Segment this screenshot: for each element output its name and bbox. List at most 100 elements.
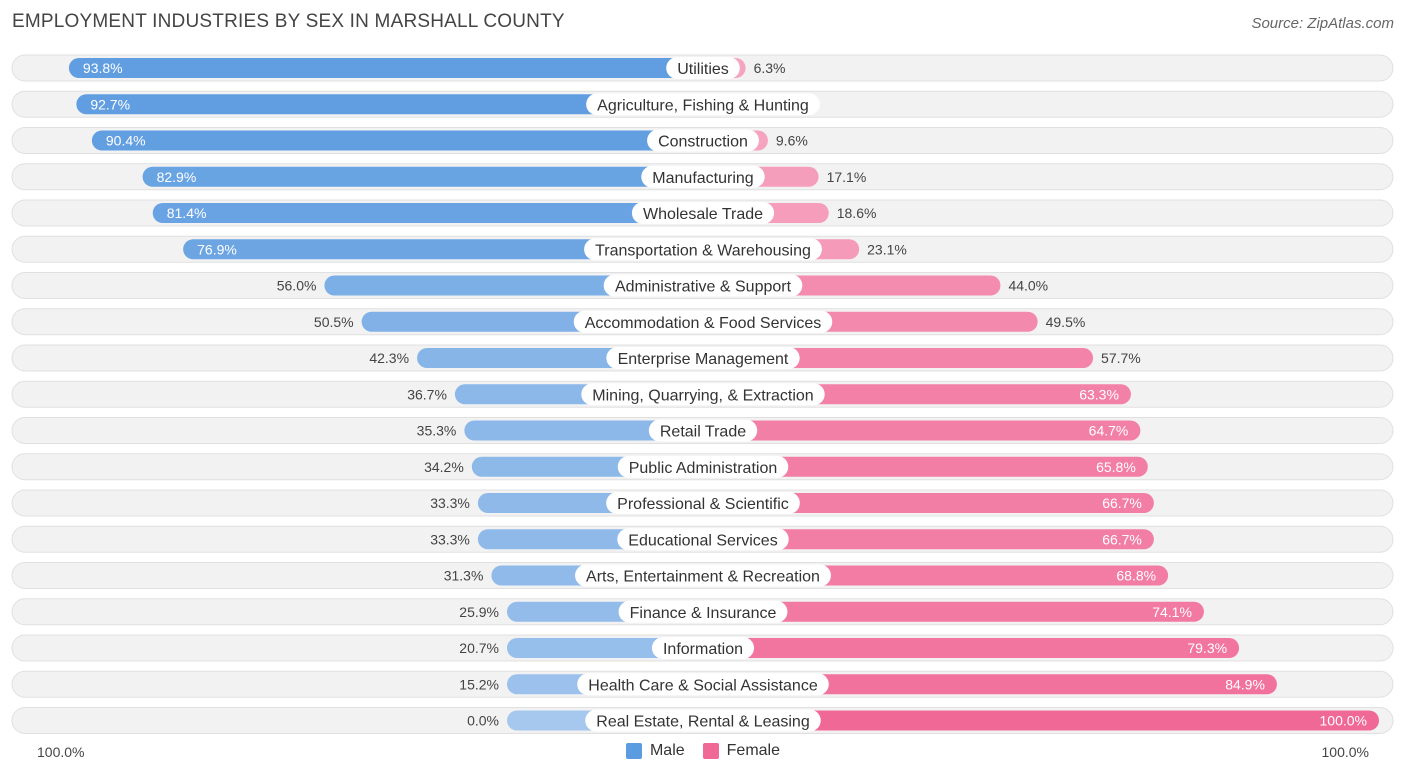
value-label-male: 33.3% bbox=[430, 531, 470, 547]
bar-female bbox=[703, 348, 1094, 368]
bar-female bbox=[703, 529, 1154, 550]
value-label-male: 25.9% bbox=[459, 604, 499, 620]
value-label-male: 82.9% bbox=[157, 169, 197, 185]
value-label-female: 18.6% bbox=[837, 205, 877, 221]
legend-swatch-male bbox=[625, 743, 642, 759]
category-label: Health Care & Social Assistance bbox=[588, 677, 818, 694]
bar-female bbox=[703, 420, 1141, 441]
category-label: Information bbox=[663, 641, 743, 658]
value-label-female: 57.7% bbox=[1101, 350, 1141, 366]
value-label-female: 68.8% bbox=[1116, 568, 1156, 584]
category-pill bbox=[603, 274, 803, 297]
chart-row: 42.3% 57.7% Enterprise Management bbox=[11, 344, 1394, 372]
category-label: Utilities bbox=[677, 61, 729, 78]
chart-row: 25.9% 74.1% Finance & Insurance bbox=[11, 598, 1394, 626]
bar-male bbox=[76, 94, 703, 115]
chart-row: 0.0% 100.0% Real Estate, Rental & Leasing bbox=[11, 707, 1394, 734]
category-pill bbox=[606, 347, 800, 369]
chart-row: 76.9% 23.1% Transportation & Warehousing bbox=[11, 235, 1394, 263]
value-label-male: 50.5% bbox=[314, 314, 354, 330]
value-label-male: 36.7% bbox=[407, 386, 447, 402]
source-credit: Source: ZipAtlas.com bbox=[1251, 15, 1394, 32]
chart-row: 36.7% 63.3% Mining, Quarrying, & Extractio… bbox=[11, 380, 1394, 408]
category-pill bbox=[584, 238, 822, 261]
category-label: Agriculture, Fishing & Hunting bbox=[597, 97, 809, 114]
value-label-male: 33.3% bbox=[430, 495, 470, 511]
category-label: Finance & Insurance bbox=[630, 605, 777, 622]
value-label-female: 63.3% bbox=[1079, 386, 1119, 402]
axis-right-label: 100.0% bbox=[1321, 744, 1369, 760]
chart-row: 92.7%7.3%Agriculture, Fishing & Hunting bbox=[11, 90, 1394, 118]
category-label: Educational Services bbox=[628, 532, 777, 549]
chart-row: 56.0% 44.0% Administrative & Support bbox=[11, 272, 1394, 299]
chart-row: 81.4% 18.6% Wholesale Trade bbox=[11, 199, 1394, 227]
chart-row: 35.3% 64.7% Retail Trade bbox=[11, 417, 1394, 444]
value-label-female: 66.7% bbox=[1102, 531, 1142, 547]
category-label: Transportation & Warehousing bbox=[595, 242, 811, 259]
category-label: Construction bbox=[658, 134, 748, 151]
chart-row: 20.7% 79.3% Information bbox=[11, 634, 1394, 662]
category-label: Public Administration bbox=[629, 460, 778, 477]
chart-canvas: 93.8% 6.3% Utilities 92.7%7.3%Agriculture, … bbox=[11, 54, 1394, 734]
value-label-male: 20.7% bbox=[459, 640, 499, 656]
category-label: Professional & Scientific bbox=[617, 496, 789, 513]
value-label-male: 56.0% bbox=[277, 278, 317, 294]
bar-female bbox=[703, 456, 1148, 477]
bar-male bbox=[152, 203, 704, 223]
value-label-male: 15.2% bbox=[459, 676, 499, 692]
category-pill bbox=[647, 129, 759, 152]
value-label-female: 23.1% bbox=[867, 241, 907, 257]
chart-row: 82.9% 17.1% Manufacturing bbox=[11, 163, 1394, 191]
category-label: Retail Trade bbox=[660, 424, 746, 441]
category-pill bbox=[575, 564, 831, 587]
value-label-female: 74.1% bbox=[1152, 604, 1192, 620]
bar-female bbox=[703, 674, 1277, 695]
bar-female bbox=[703, 601, 1204, 622]
category-pill bbox=[581, 383, 825, 406]
category-label: Arts, Entertainment & Recreation bbox=[586, 569, 820, 586]
category-pill bbox=[586, 93, 820, 116]
category-label: Administrative & Support bbox=[615, 279, 792, 296]
chart-row: 90.4% 9.6% Construction bbox=[11, 127, 1394, 154]
category-pill bbox=[618, 600, 788, 623]
value-label-female: 49.5% bbox=[1046, 314, 1086, 330]
bar-male bbox=[91, 130, 703, 151]
value-label-female: 79.3% bbox=[1187, 640, 1227, 656]
chart-row: 33.3% 66.7% Professional & Scientific bbox=[11, 489, 1394, 517]
value-label-female: 84.9% bbox=[1225, 676, 1265, 692]
category-label: Accommodation & Food Services bbox=[585, 315, 822, 332]
value-label-female: 64.7% bbox=[1089, 423, 1129, 439]
value-label-male: 31.3% bbox=[444, 568, 484, 584]
value-label-female: 65.8% bbox=[1096, 459, 1136, 475]
bar-male bbox=[464, 420, 703, 441]
value-label-male: 81.4% bbox=[167, 205, 207, 221]
value-label-male: 90.4% bbox=[106, 133, 146, 149]
category-pill bbox=[631, 202, 775, 224]
value-label-male: 35.3% bbox=[417, 423, 457, 439]
chart-row: 50.5% 49.5% Accommodation & Food Services bbox=[11, 308, 1394, 336]
value-label-female: 6.3% bbox=[754, 60, 786, 76]
category-pill bbox=[606, 492, 800, 514]
category-label: Manufacturing bbox=[652, 170, 753, 187]
legend-item-female: Female bbox=[702, 742, 781, 760]
legend-label-female: Female bbox=[726, 742, 781, 759]
category-label: Real Estate, Rental & Leasing bbox=[596, 714, 809, 731]
chart-row: 34.2% 65.8% Public Administration bbox=[11, 453, 1394, 481]
chart-row: 31.3% 68.8% Arts, Entertainment & Recreati… bbox=[11, 562, 1394, 589]
bar-male bbox=[68, 58, 704, 78]
value-label-female: 66.7% bbox=[1102, 495, 1142, 511]
bar-female bbox=[703, 493, 1154, 513]
value-label-male: 93.8% bbox=[83, 60, 123, 76]
chart-title: EMPLOYMENT INDUSTRIES BY SEX IN MARSHALL… bbox=[12, 11, 565, 32]
category-pill bbox=[651, 637, 755, 659]
value-label-female: 44.0% bbox=[1008, 278, 1048, 294]
value-label-female: 17.1% bbox=[827, 169, 867, 185]
category-label: Enterprise Management bbox=[618, 351, 789, 368]
bar-female bbox=[703, 710, 1379, 731]
bar-male bbox=[183, 239, 703, 260]
category-pill bbox=[617, 528, 789, 551]
value-label-male: 0.0% bbox=[467, 713, 499, 729]
category-pill bbox=[648, 419, 758, 442]
value-label-female: 9.6% bbox=[776, 133, 808, 149]
value-label-male: 92.7% bbox=[90, 96, 130, 112]
